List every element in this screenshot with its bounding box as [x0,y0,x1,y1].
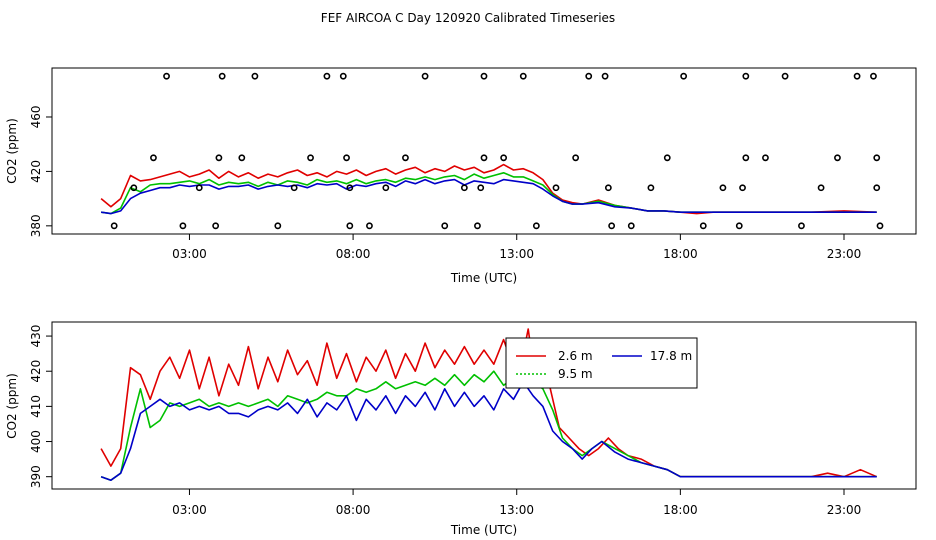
bottom-x-tick-label: 23:00 [827,503,862,517]
top-scatter-point [477,184,485,192]
top-scatter-point [519,72,527,80]
top-scatter-point [870,72,877,80]
top-scatter-point [781,72,789,80]
top-scatter-point [251,72,259,80]
top-x-tick-label: 03:00 [172,247,207,261]
top-x-axis-label: Time (UTC) [450,271,517,285]
top-y-tick-label: 460 [29,106,43,129]
bottom-series-blue-line [100,381,877,481]
bottom-y-tick-label: 420 [29,360,43,383]
legend-label-2-6m: 2.6 m [558,349,593,363]
bottom-panel: Time (UTC) CO2 (ppm) 03:00 08:00 13:00 18:0… [5,321,917,537]
top-scatter-point [382,184,390,192]
top-scatter-point [762,154,769,162]
top-scatter-point [604,184,612,192]
top-scatter-point [274,222,282,230]
top-scatter-point [110,222,118,230]
top-x-tick-label: 08:00 [336,247,371,261]
figure-title: FEF AIRCOA C Day 120920 Calibrated Times… [321,11,615,25]
top-scatter-point [739,184,746,192]
top-x-tick-label: 13:00 [499,247,534,261]
top-scatter-point [699,222,707,230]
top-scatter-point [552,184,560,192]
legend-label-17-8m: 17.8 m [650,349,692,363]
bottom-x-axis-label: Time (UTC) [450,523,517,537]
bottom-series [100,328,878,481]
top-series [100,72,884,230]
top-scatter-point [480,72,488,80]
bottom-y-tick-label: 400 [29,430,43,453]
top-scatter-point [585,72,593,80]
top-axis-ticks: 03:00 08:00 13:00 18:00 23:00 380 420 460 [29,106,861,261]
top-scatter-point [421,72,429,80]
bottom-x-tick-label: 03:00 [172,503,207,517]
bottom-x-tick-label: 13:00 [499,503,534,517]
top-scatter-point [323,72,331,80]
top-scatter-point [290,184,298,192]
bottom-x-tick-label: 18:00 [663,503,698,517]
top-y-tick-label: 380 [29,214,43,237]
top-series-green-line [100,172,877,215]
bottom-series-red-line [100,328,878,478]
top-scatter-point [876,222,884,230]
top-scatter-point [339,72,347,80]
top-scatter-point [215,154,223,162]
top-panel: Time (UTC) CO2 (ppm) 03:00 08:00 13:00 18:0… [5,67,917,285]
top-scatter-point [460,184,468,192]
top-scatter-point [346,184,354,192]
top-plot-frame [51,67,917,235]
top-scatter-point [834,154,841,162]
top-scatter-point [719,184,727,192]
top-y-axis-label: CO2 (ppm) [5,118,19,184]
top-scatter-point [480,154,488,162]
bottom-y-tick-label: 390 [29,465,43,488]
top-scatter-point [441,222,449,230]
top-scatter-point [532,222,540,230]
top-scatter-point [601,72,609,80]
top-x-tick-label: 23:00 [827,247,862,261]
top-scatter-point [873,154,881,162]
bottom-series-green-line [100,370,877,481]
top-scatter-point [742,154,750,162]
legend-label-9-5m: 9.5 m [558,367,593,381]
top-scatter-point [402,154,409,162]
top-scatter-point [307,154,314,162]
bottom-x-tick-label: 08:00 [336,503,371,517]
top-scatter-point [179,222,187,230]
top-scatter-point [647,184,655,192]
bottom-y-tick-label: 430 [29,325,43,348]
top-scatter-point [680,72,688,80]
top-scatter-point [195,184,203,192]
top-scatter-point [663,154,671,162]
bottom-plot-frame [51,321,917,490]
top-scatter-point [212,222,220,230]
top-x-tick-label: 18:00 [663,247,698,261]
top-scatter-point [163,72,170,80]
top-scatter-point [474,222,481,230]
top-scatter-point [343,154,350,162]
top-scatter-point [150,154,157,162]
legend: 2.6 m 17.8 m 9.5 m [505,337,698,389]
top-scatter-point [627,222,635,230]
bottom-axis-ticks: 03:00 08:00 13:00 18:00 23:00 390 400 410 420 430 [29,325,861,517]
top-scatter-point [130,184,138,192]
top-scatter-point [608,222,616,230]
top-scatter-point [817,184,825,192]
top-scatter-point [742,72,750,80]
top-scatter-point [853,72,861,80]
top-scatter-point [238,154,246,162]
legend-box [505,337,698,389]
bottom-y-axis-label: CO2 (ppm) [5,373,19,439]
top-scatter-point [798,222,805,230]
top-scatter-point [346,222,354,230]
bottom-y-tick-label: 410 [29,395,43,418]
top-y-tick-label: 420 [29,160,43,183]
top-scatter-point [500,154,508,162]
top-scatter-point [735,222,743,230]
top-scatter-point [218,72,226,80]
top-scatter-point [873,184,881,192]
top-scatter-point [572,154,580,162]
top-scatter-point [366,222,373,230]
